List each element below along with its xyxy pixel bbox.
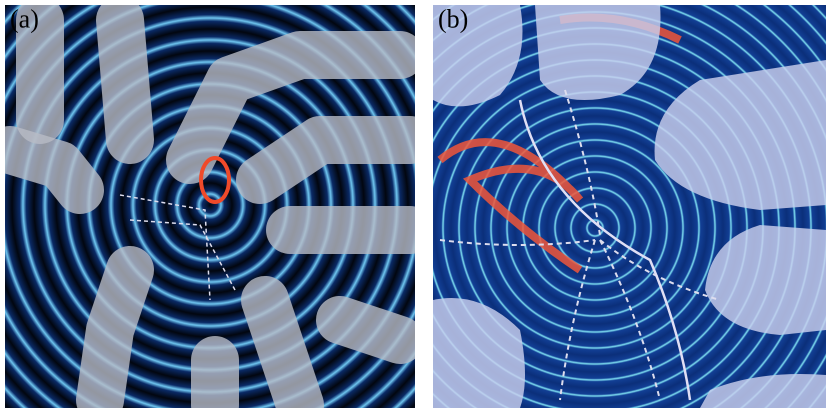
panel-label: (a) (10, 4, 39, 33)
figure: (a) (b) (0, 0, 829, 410)
guide (100, 270, 130, 400)
guide (265, 300, 300, 405)
panel-b (433, 5, 826, 408)
panel-label: (b) (438, 4, 468, 33)
guide (120, 20, 130, 140)
panel-a (5, 5, 415, 408)
guide (340, 320, 400, 340)
page: {"panels": [{"label": "(a)"}, {"label": … (0, 0, 829, 410)
